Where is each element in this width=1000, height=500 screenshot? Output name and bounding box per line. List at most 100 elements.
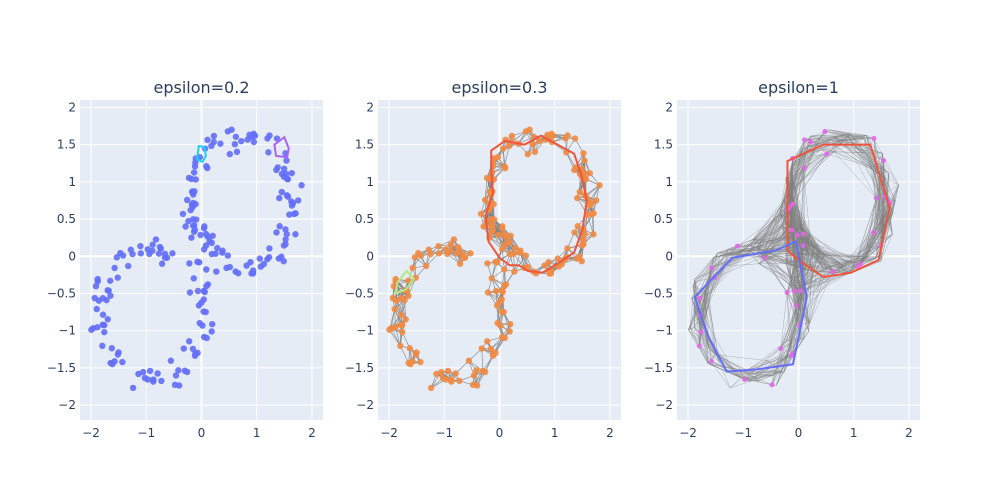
- subplot-1-point: [154, 370, 161, 377]
- subplot-2-point: [497, 322, 504, 329]
- subplot-3-edge: [714, 354, 768, 361]
- subplot-1-point: [161, 250, 169, 258]
- subplot-1-point: [93, 305, 100, 313]
- subplot-3-edge: [788, 143, 818, 205]
- subplot-2-point: [456, 260, 464, 267]
- subplot-1-point: [107, 292, 114, 299]
- subplot-1-point: [186, 289, 194, 296]
- subplot-2-point: [510, 250, 517, 257]
- subplot-2-point: [488, 275, 495, 282]
- subplot-3-ytick-label: −2: [655, 398, 673, 412]
- subplot-3-edge: [808, 267, 824, 325]
- subplot-2-xtick-label: 2: [606, 426, 614, 440]
- subplot-3-edge: [772, 370, 776, 376]
- subplot-3-edge: [764, 257, 787, 264]
- subplot-2-point: [397, 295, 405, 302]
- subplot-1-point: [217, 140, 224, 147]
- subplot-1-point: [231, 141, 239, 148]
- subplot-3-ytick-label: −0.5: [644, 286, 673, 300]
- subplot-3-point: [881, 158, 887, 164]
- subplot-1-point: [179, 210, 187, 218]
- subplot-1-point: [88, 326, 95, 333]
- subplot-2-point: [498, 246, 506, 253]
- subplot-3-edge: [729, 246, 757, 255]
- subplot-3-point: [789, 227, 795, 233]
- subplot-3-edge: [746, 370, 759, 382]
- subplot-3-point: [858, 261, 864, 267]
- subplot-3-edge: [701, 332, 710, 365]
- subplot-1-point: [202, 230, 210, 238]
- subplot-2-point: [499, 223, 506, 230]
- subplot-3-edge: [790, 172, 802, 227]
- subplot-3-point: [709, 358, 715, 364]
- subplot-2-point: [529, 141, 537, 148]
- subplot-3-edge: [750, 348, 791, 380]
- subplot-1-point: [210, 132, 218, 140]
- subplot-1-point: [233, 148, 241, 156]
- subplot-2-edge: [389, 329, 401, 347]
- subplot-1-point: [190, 228, 198, 235]
- subplot-2-point: [554, 255, 561, 262]
- subplot-1-point: [208, 328, 215, 335]
- subplot-3-edge: [847, 248, 867, 263]
- subplot-2-point: [389, 294, 396, 302]
- subplot-2-point: [439, 374, 447, 382]
- subplot-2-loop-1: [484, 134, 588, 274]
- subplot-2-point: [496, 299, 503, 306]
- subplot-3-edge: [801, 226, 810, 236]
- subplot-3-edge: [824, 255, 867, 258]
- subplot-3-point: [696, 343, 702, 349]
- subplot-3-edge: [761, 257, 788, 293]
- subplot-3-edge: [851, 135, 882, 177]
- subplot-3-loop-1: [786, 143, 891, 279]
- subplot-3-edge: [873, 205, 890, 233]
- subplot-3-edge: [758, 360, 769, 382]
- subplot-3-edge: [880, 200, 896, 262]
- subplot-3-edge: [832, 136, 882, 170]
- subplot-2-point: [588, 210, 596, 218]
- subplot-1-point: [175, 382, 183, 389]
- subplot-3-edge: [792, 179, 804, 235]
- subplot-3-point: [800, 243, 806, 249]
- subplot-3-edge: [689, 279, 695, 329]
- subplot-1-point: [200, 333, 208, 341]
- subplot-3-edge: [786, 263, 801, 300]
- subplot-3-edge: [873, 138, 899, 186]
- subplot-1-point: [284, 193, 292, 200]
- subplot-1-point: [250, 138, 258, 146]
- subplot-3-edge: [749, 204, 790, 251]
- subplot-3-edge: [833, 151, 874, 171]
- subplot-3-edge: [824, 255, 851, 271]
- subplot-1-point: [283, 157, 290, 164]
- subplot-1-ytick-label: 2: [68, 100, 76, 114]
- subplot-2-point: [502, 164, 509, 172]
- subplot-1-point: [99, 311, 107, 318]
- subplot-2-point: [502, 281, 510, 288]
- subplot-3-edge: [800, 249, 824, 269]
- subplot-1-point: [288, 169, 296, 177]
- subplot-2-edge: [514, 252, 521, 272]
- subplot-1-point: [105, 287, 112, 294]
- subplot-3-edge: [694, 327, 710, 365]
- subplot-1-point: [111, 358, 118, 365]
- subplot-2-point: [576, 253, 583, 260]
- subplot-2-point: [580, 150, 587, 157]
- subplot-1-point: [192, 176, 200, 183]
- subplot-3-edge: [826, 153, 875, 168]
- subplot-3-edge: [725, 263, 760, 267]
- subplot-3-edge: [814, 247, 833, 272]
- subplot-3-edge: [794, 261, 800, 326]
- subplot-3-ytick-label: 2: [665, 100, 673, 114]
- subplot-3-edge: [788, 204, 826, 256]
- subplot-2-edge: [408, 277, 417, 296]
- subplot-3-edge: [694, 253, 747, 280]
- subplot-1-point: [204, 164, 211, 172]
- subplot-1-point: [223, 264, 230, 272]
- subplot-2-point: [465, 357, 473, 364]
- subplot-2-point: [405, 292, 412, 299]
- subplot-3-edge: [823, 258, 865, 269]
- subplot-2-point: [492, 349, 499, 357]
- subplot-2-point: [508, 132, 516, 140]
- subplot-3-ytick-label: 1.5: [654, 138, 673, 152]
- subplot-2-point: [454, 243, 462, 251]
